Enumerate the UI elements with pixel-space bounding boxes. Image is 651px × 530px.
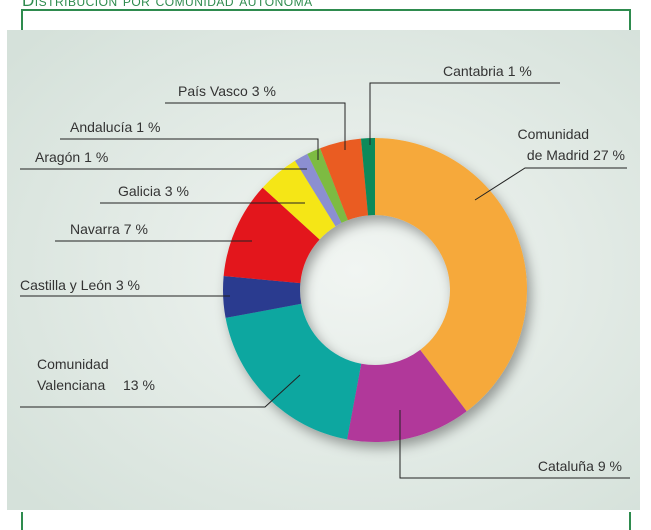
value-label: 1 % (136, 119, 161, 135)
slice-label: Andalucía 1 % (70, 117, 160, 138)
value-label: 27 % (593, 147, 625, 163)
slice (223, 187, 320, 284)
leader-line (165, 102, 346, 150)
leader-line (20, 374, 301, 408)
value-label: 3 % (164, 183, 189, 199)
slice-label: Aragón 1 % (35, 147, 108, 168)
leader-line (60, 138, 319, 160)
value-label: 3 % (251, 83, 276, 99)
slice (360, 138, 375, 216)
slice (262, 160, 336, 240)
slice (320, 138, 369, 221)
panel (7, 30, 640, 510)
category-label: Castilla y León (20, 277, 112, 293)
leader-line (399, 410, 630, 479)
slice-label: Comunidad de Madrid 27 % (507, 124, 625, 166)
category-label: Comunidad de Madrid (517, 126, 590, 163)
category-label: Cantabria (443, 63, 504, 79)
category-label: Galicia (118, 183, 161, 199)
slice-label: Cataluña 9 % (538, 456, 622, 477)
category-label: Cataluña (537, 458, 594, 474)
slice-label: Castilla y León 3 % (20, 275, 140, 296)
value-label: 9 % (597, 458, 622, 474)
value-label: 13 % (123, 377, 155, 393)
title: Distribución por comunidad autónoma (22, 0, 313, 10)
category-label: Comunidad Valenciana (37, 356, 109, 393)
frame (21, 9, 631, 30)
value-label: 1 % (84, 149, 109, 165)
slice (375, 138, 527, 412)
slice-label: Comunidad Valenciana 13 % (37, 354, 155, 396)
category-label: País Vasco (178, 83, 248, 99)
slice-label: País Vasco 3 % (178, 81, 276, 102)
value-label: 3 % (115, 277, 140, 293)
slice (347, 349, 467, 442)
slice-label: Navarra 7 % (70, 219, 148, 240)
slice (225, 303, 362, 440)
category-label: Aragón (35, 149, 81, 165)
slice (223, 275, 302, 318)
slice (294, 153, 342, 227)
frame (21, 512, 631, 530)
slice (307, 148, 348, 223)
value-label: 1 % (507, 63, 532, 79)
category-label: Navarra (70, 221, 120, 237)
slice-label: Cantabria 1 % (443, 61, 532, 82)
leader-line (474, 167, 627, 201)
leader-line (369, 82, 560, 145)
slice-label: Galicia 3 % (118, 181, 189, 202)
category-label: Andalucía (70, 119, 133, 135)
value-label: 7 % (123, 221, 148, 237)
